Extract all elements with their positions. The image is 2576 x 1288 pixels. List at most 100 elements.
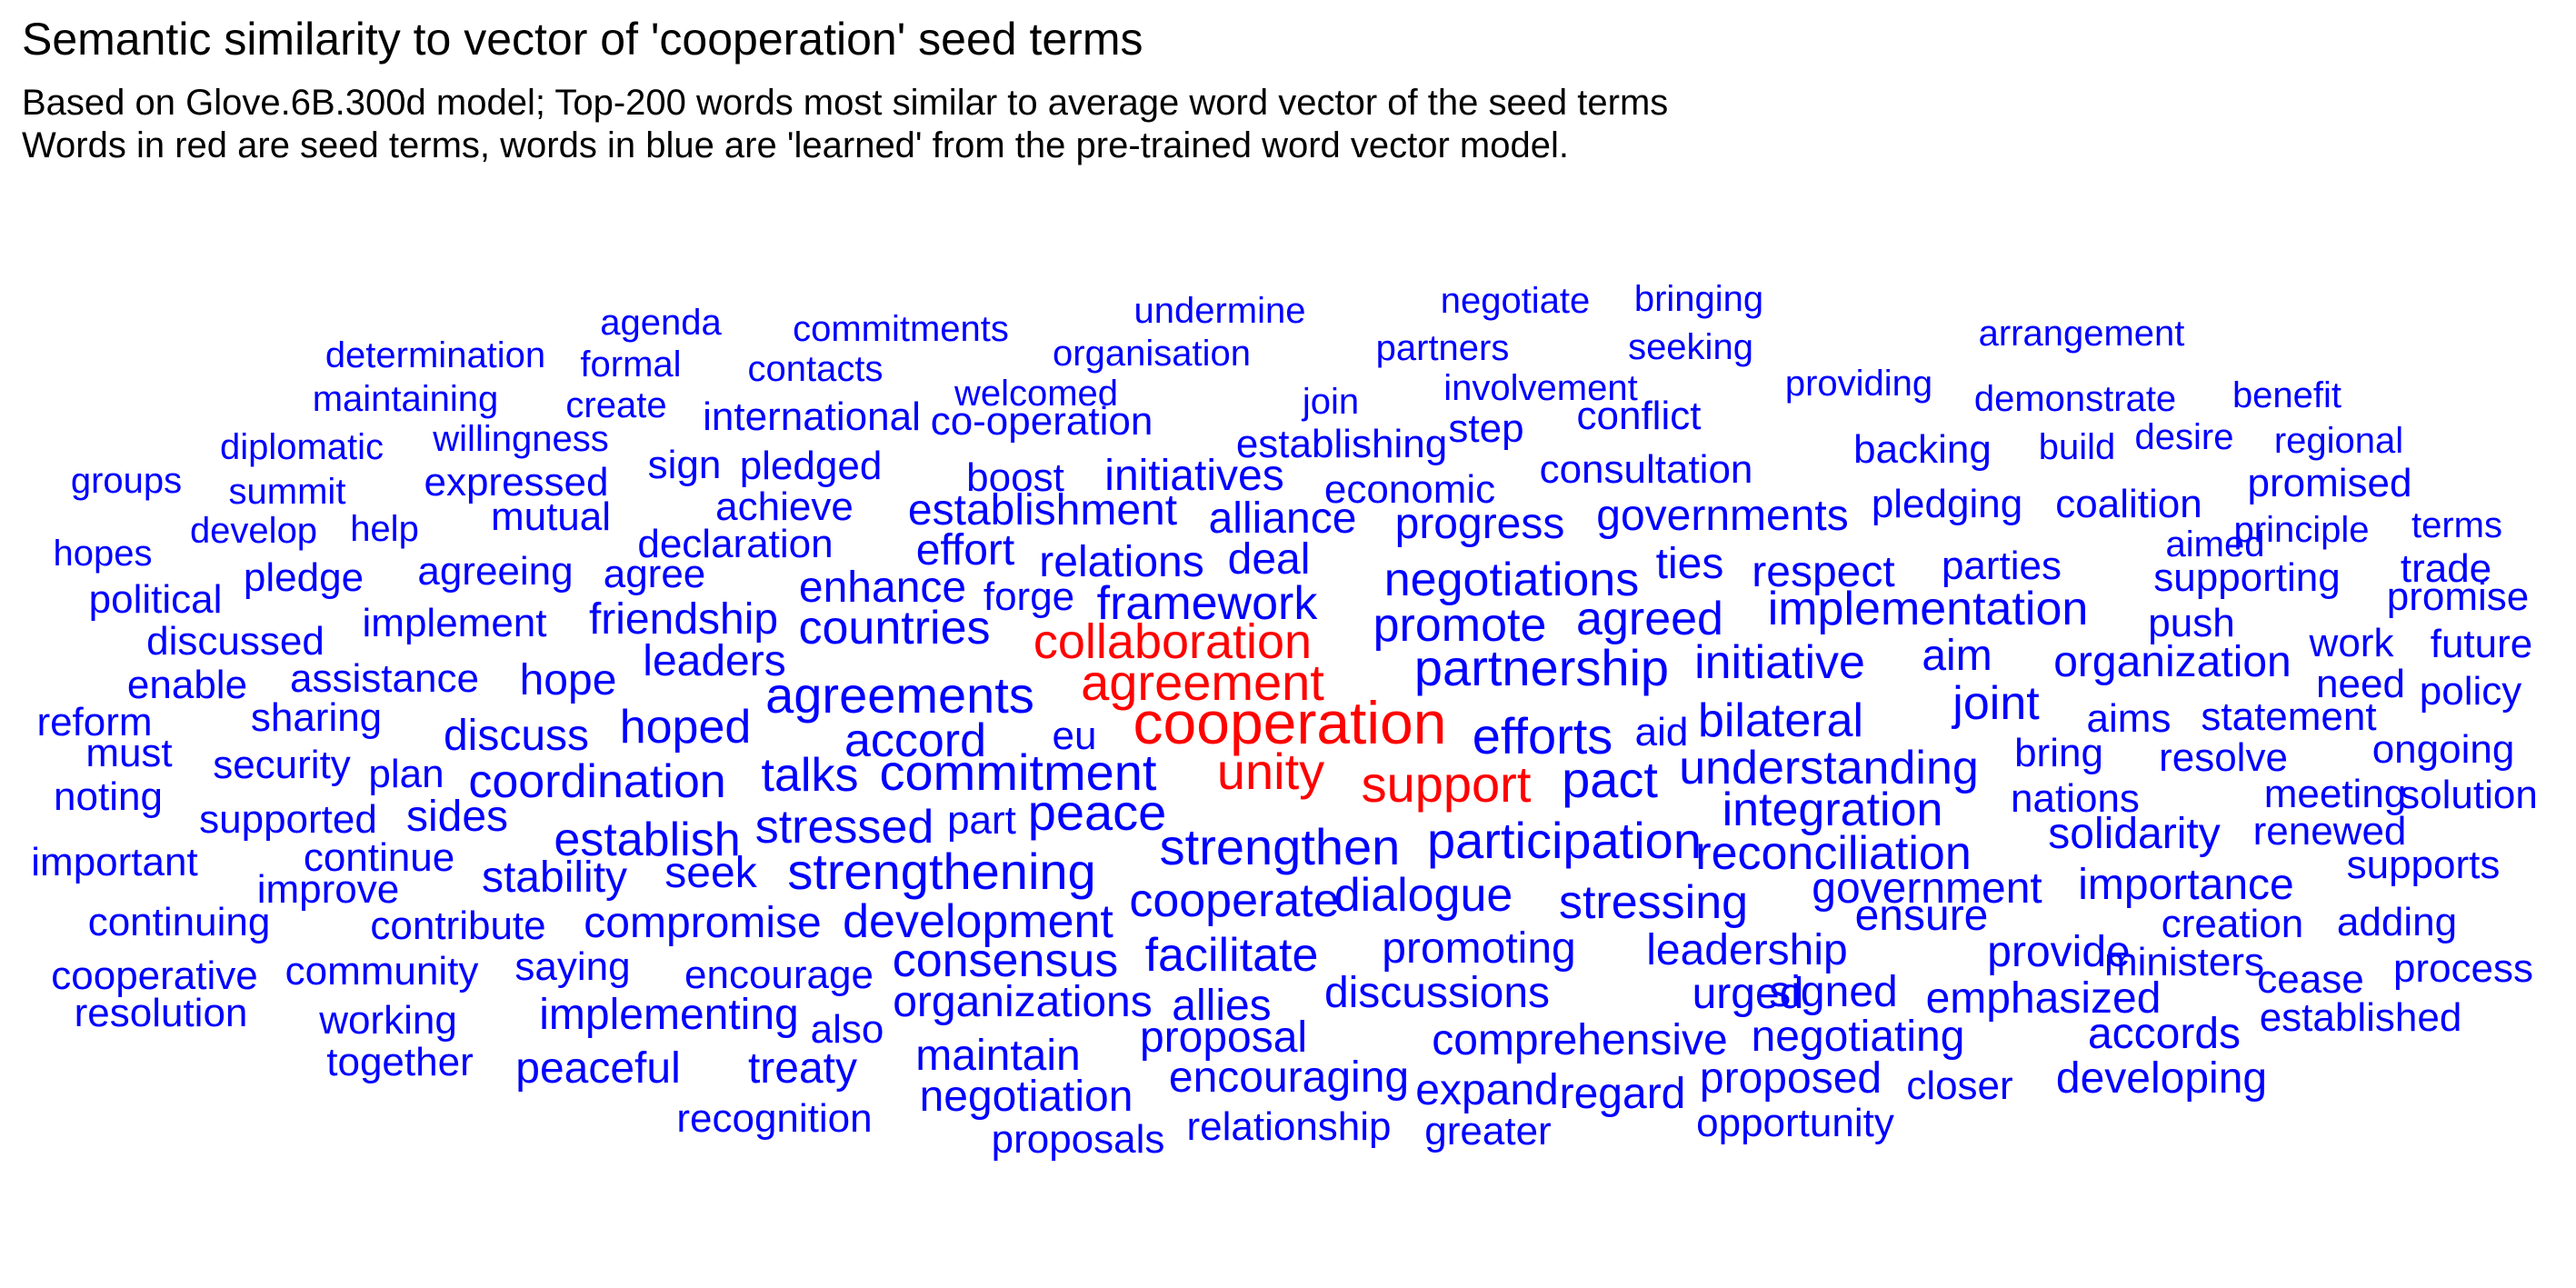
learned-word-ongoing: ongoing	[2372, 727, 2515, 772]
learned-word-progress: progress	[1395, 500, 1565, 548]
learned-word-implementation: implementation	[1768, 583, 2089, 635]
learned-word-aimed: aimed	[2166, 524, 2265, 564]
learned-word-statement: statement	[2201, 694, 2376, 739]
learned-word-government: government	[1812, 864, 2042, 913]
learned-word-respect: respect	[1752, 548, 1894, 596]
learned-word-hope: hope	[520, 656, 617, 704]
learned-word-established: established	[2260, 995, 2462, 1040]
learned-word-sharing: sharing	[251, 695, 382, 740]
learned-word-framework: framework	[1097, 577, 1319, 630]
learned-word-boost: boost	[966, 455, 1064, 500]
learned-word-ministers: ministers	[2104, 940, 2264, 984]
learned-word-accords: accords	[2088, 1010, 2241, 1058]
learned-word-reconciliation: reconciliation	[1695, 827, 1972, 880]
learned-word-understanding: understanding	[1679, 742, 1979, 794]
learned-word-groups: groups	[71, 461, 182, 501]
learned-word-facilitate: facilitate	[1145, 929, 1319, 982]
learned-word-importance: importance	[2078, 861, 2293, 909]
learned-word-bring: bring	[2014, 731, 2103, 775]
learned-word-sign: sign	[648, 443, 722, 487]
learned-word-welcomed: welcomed	[954, 374, 1118, 414]
learned-word-demonstrate: demonstrate	[1974, 379, 2176, 419]
learned-word-benefit: benefit	[2232, 375, 2341, 415]
learned-word-assistance: assistance	[290, 656, 479, 701]
learned-word-negotiating: negotiating	[1752, 1013, 1965, 1061]
learned-word-conflict: conflict	[1577, 394, 1702, 438]
seed-word-agreement: agreement	[1081, 654, 1324, 711]
learned-word-nations: nations	[2011, 776, 2140, 821]
learned-word-help: help	[350, 509, 419, 549]
learned-word-participation: participation	[1427, 812, 1702, 869]
learned-word-establishing: establishing	[1236, 422, 1447, 466]
learned-word-organisation: organisation	[1053, 334, 1251, 374]
learned-word-willingness: willingness	[432, 419, 608, 459]
learned-word-commitment: commitment	[880, 744, 1157, 801]
learned-word-backing: backing	[1853, 427, 1992, 472]
learned-word-discuss: discuss	[444, 712, 589, 760]
learned-word-sides: sides	[406, 793, 508, 841]
learned-word-establish: establish	[554, 814, 740, 866]
learned-word-effort: effort	[916, 526, 1015, 574]
learned-word-greater: greater	[1424, 1109, 1551, 1153]
learned-word-undermine: undermine	[1133, 291, 1305, 331]
learned-word-renewed: renewed	[2253, 809, 2407, 854]
learned-word-push: push	[2148, 601, 2234, 645]
learned-word-create: create	[565, 385, 666, 425]
learned-word-pact: pact	[1562, 751, 1658, 808]
learned-word-compromise: compromise	[584, 899, 821, 947]
learned-word-co-operation: co-operation	[931, 399, 1153, 444]
learned-word-saying: saying	[514, 944, 630, 989]
learned-word-promote: promote	[1373, 599, 1547, 652]
learned-word-relations: relations	[1039, 538, 1203, 586]
learned-word-solution: solution	[2400, 773, 2538, 817]
learned-word-policy: policy	[2420, 669, 2522, 714]
learned-word-desire: desire	[2135, 417, 2234, 457]
learned-word-negotiation: negotiation	[920, 1073, 1133, 1121]
subtitle-line-2: Words in red are seed terms, words in bl…	[22, 125, 1569, 165]
learned-word-implementing: implementing	[539, 991, 798, 1039]
learned-word-development: development	[843, 895, 1113, 948]
learned-word-resolve: resolve	[2159, 735, 2288, 780]
learned-word-regional: regional	[2274, 421, 2403, 461]
learned-word-principle: principle	[2234, 510, 2370, 550]
seed-word-unity: unity	[1217, 743, 1324, 800]
learned-word-seeking: seeking	[1628, 327, 1753, 367]
learned-word-future: future	[2431, 622, 2533, 666]
learned-word-reform: reform	[36, 700, 152, 744]
seed-word-cooperation: cooperation	[1133, 689, 1447, 756]
learned-word-agree: agree	[604, 552, 706, 596]
learned-word-organization: organization	[2053, 638, 2291, 686]
learned-word-community: community	[285, 949, 479, 993]
learned-word-maintain: maintain	[915, 1032, 1080, 1080]
learned-word-partnership: partnership	[1414, 639, 1669, 696]
learned-word-alliance: alliance	[1209, 494, 1357, 543]
learned-word-regard: regard	[1560, 1070, 1686, 1118]
learned-word-peaceful: peaceful	[515, 1044, 680, 1093]
learned-word-stressing: stressing	[1559, 876, 1748, 929]
learned-word-agreeing: agreeing	[417, 549, 573, 594]
learned-word-seek: seek	[664, 849, 757, 897]
learned-word-partners: partners	[1376, 328, 1510, 368]
learned-word-arrangement: arrangement	[1979, 314, 2185, 354]
learned-word-consensus: consensus	[893, 934, 1119, 987]
learned-word-work: work	[2309, 621, 2395, 665]
learned-word-encouraging: encouraging	[1169, 1053, 1409, 1102]
learned-word-discussed: discussed	[146, 619, 324, 664]
learned-word-pledge: pledge	[244, 555, 364, 600]
learned-word-continue: continue	[304, 835, 454, 880]
learned-word-determination: determination	[325, 335, 545, 375]
learned-word-need: need	[2316, 662, 2405, 706]
learned-word-leadership: leadership	[1646, 926, 1847, 974]
learned-word-eu: eu	[1053, 714, 1097, 758]
learned-word-integration: integration	[1722, 784, 1943, 836]
learned-word-strengthen: strengthen	[1160, 818, 1401, 875]
learned-word-relationship: relationship	[1186, 1104, 1391, 1149]
learned-word-also: also	[811, 1007, 884, 1052]
learned-word-emphasized: emphasized	[1926, 974, 2162, 1023]
learned-word-formal: formal	[580, 344, 681, 384]
learned-word-must: must	[85, 731, 172, 775]
learned-word-important: important	[31, 840, 197, 884]
learned-word-develop: develop	[190, 511, 317, 551]
learned-word-recognition: recognition	[676, 1096, 872, 1141]
